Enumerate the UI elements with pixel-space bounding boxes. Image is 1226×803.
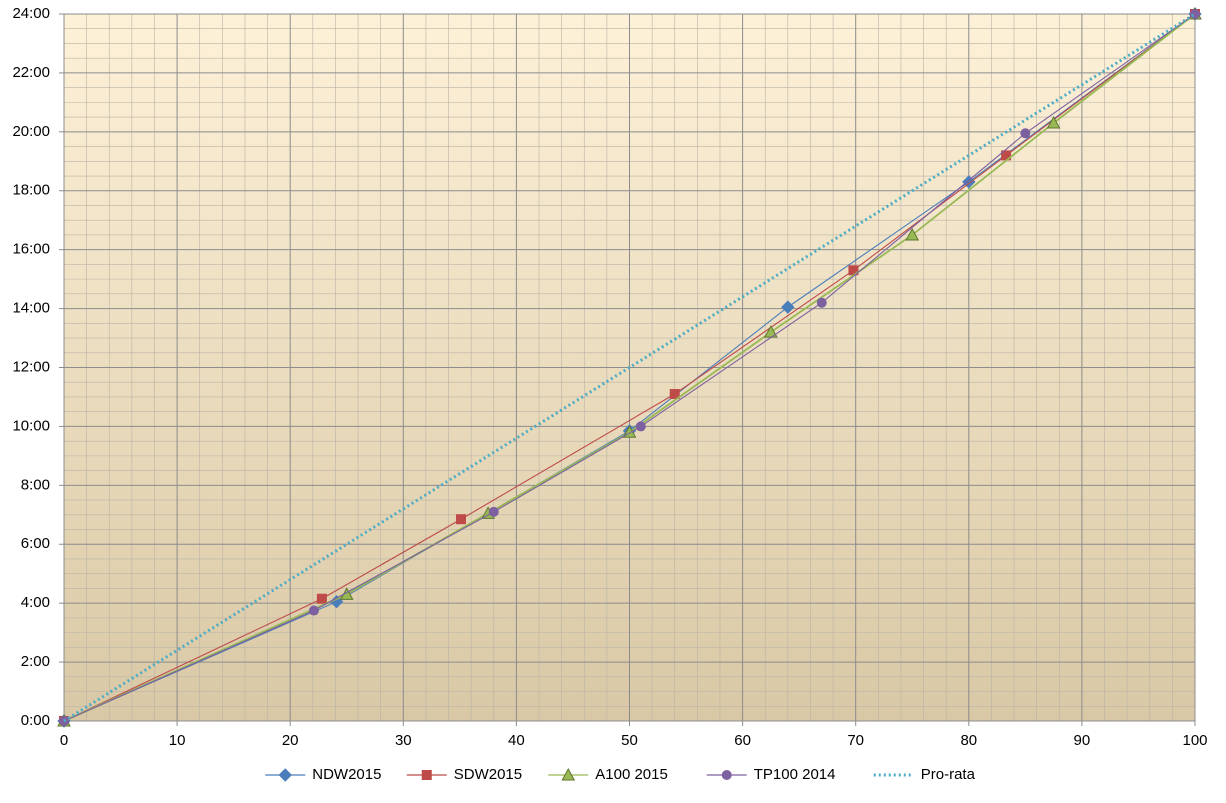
x-tick-label: 80 — [960, 732, 977, 749]
x-tick-label: 40 — [508, 732, 525, 749]
marker — [781, 300, 795, 314]
y-tick-label: 14:00 — [12, 300, 50, 317]
y-tick-label: 24:00 — [12, 5, 50, 22]
x-tick-label: 70 — [847, 732, 864, 749]
legend-label: NDW2015 — [312, 766, 381, 783]
x-tick-label: 10 — [169, 732, 186, 749]
y-tick-label: 20:00 — [12, 123, 50, 140]
legend-label: Pro-rata — [921, 766, 976, 783]
x-tick-label: 90 — [1074, 732, 1091, 749]
series — [59, 9, 1200, 726]
y-tick-label: 18:00 — [12, 182, 50, 199]
legend-label: A100 2015 — [595, 766, 668, 783]
y-tick-label: 16:00 — [12, 241, 50, 258]
marker — [561, 767, 576, 781]
y-tick-label: 6:00 — [21, 535, 50, 552]
x-tick-label: 100 — [1182, 732, 1207, 749]
legend: NDW2015 SDW2015 A100 2015 TP100 2014 Pro-rat… — [265, 766, 976, 783]
series-line — [63, 13, 1196, 722]
marker — [721, 770, 732, 780]
series-line — [63, 12, 1196, 723]
marker — [816, 297, 827, 308]
legend-label: TP100 2014 — [754, 766, 836, 783]
marker — [421, 770, 432, 780]
marker — [905, 227, 920, 241]
x-tick-label: 30 — [395, 732, 412, 749]
marker — [635, 421, 646, 432]
x-tick-label: 50 — [621, 732, 638, 749]
series — [63, 12, 1196, 723]
marker — [488, 506, 499, 517]
marker — [316, 593, 327, 604]
plot-frame — [63, 13, 1196, 722]
y-tick-label: 2:00 — [21, 653, 50, 670]
y-tick-label: 8:00 — [21, 476, 50, 493]
x-tick-label: 0 — [60, 732, 68, 749]
y-tick-label: 10:00 — [12, 417, 50, 434]
x-tick-label: 60 — [734, 732, 751, 749]
marker — [1190, 9, 1200, 19]
y-tick-label: 12:00 — [12, 358, 50, 375]
y-tick-label: 4:00 — [21, 594, 50, 611]
marker — [308, 605, 319, 616]
legend-label: SDW2015 — [454, 766, 522, 783]
marker — [1020, 128, 1031, 139]
x-tick-label: 20 — [282, 732, 299, 749]
marker — [1046, 115, 1061, 129]
marker — [278, 768, 292, 782]
marker — [669, 389, 680, 400]
marker — [455, 514, 466, 525]
y-tick-label: 22:00 — [12, 64, 50, 81]
y-tick-label: 0:00 — [21, 712, 50, 729]
